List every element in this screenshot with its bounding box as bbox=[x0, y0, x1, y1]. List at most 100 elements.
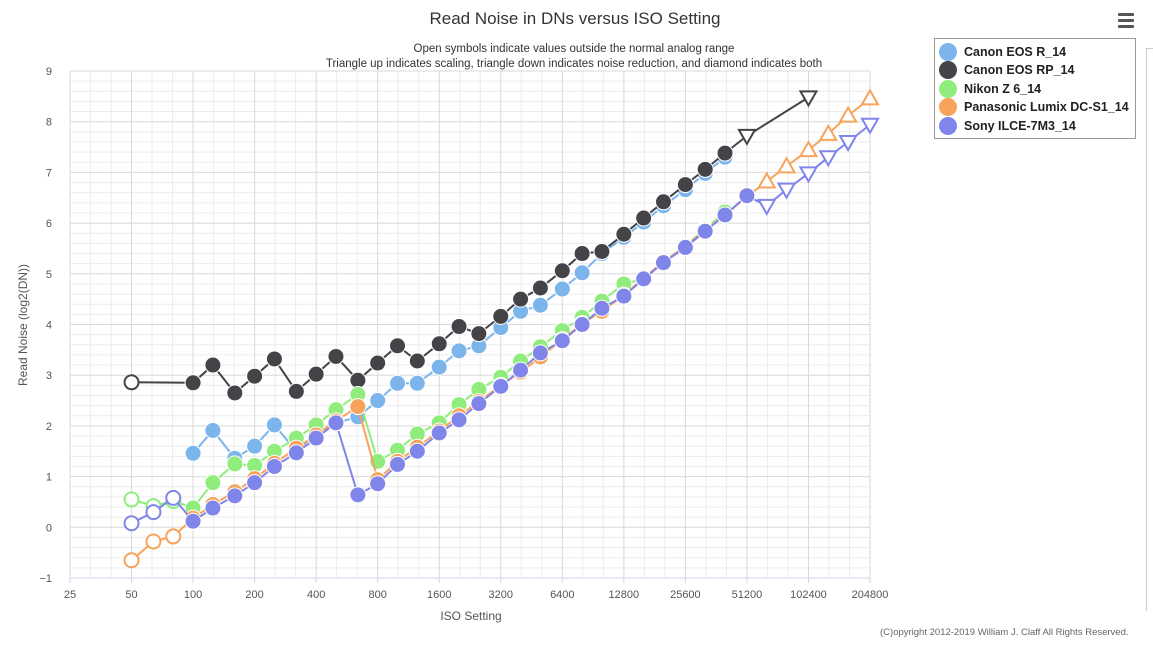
data-point[interactable] bbox=[226, 487, 244, 505]
data-point[interactable] bbox=[246, 437, 264, 455]
data-point[interactable] bbox=[470, 395, 488, 413]
data-point[interactable] bbox=[369, 354, 387, 372]
data-point[interactable] bbox=[349, 371, 367, 389]
data-point[interactable] bbox=[327, 414, 345, 432]
data-point[interactable] bbox=[408, 442, 426, 460]
data-point-triangle-down[interactable] bbox=[737, 128, 757, 146]
data-point[interactable] bbox=[408, 374, 426, 392]
data-point[interactable] bbox=[573, 264, 591, 282]
data-point[interactable] bbox=[265, 350, 283, 368]
data-point[interactable] bbox=[226, 384, 244, 402]
data-point[interactable] bbox=[430, 358, 448, 376]
data-point[interactable] bbox=[184, 512, 202, 530]
data-point[interactable] bbox=[204, 474, 222, 492]
data-point-triangle-up[interactable] bbox=[838, 105, 858, 123]
data-point-open[interactable] bbox=[165, 528, 182, 545]
data-point-open[interactable] bbox=[123, 491, 140, 508]
data-point[interactable] bbox=[408, 352, 426, 370]
data-point[interactable] bbox=[716, 144, 734, 162]
data-point[interactable] bbox=[204, 356, 222, 374]
legend-item[interactable]: Canon EOS RP_14 bbox=[939, 61, 1074, 80]
data-point[interactable] bbox=[389, 374, 407, 392]
legend-label: Nikon Z 6_14 bbox=[964, 81, 1042, 96]
legend-item[interactable]: Panasonic Lumix DC-S1_14 bbox=[939, 98, 1129, 117]
data-point-triangle-down[interactable] bbox=[776, 182, 797, 200]
data-point[interactable] bbox=[492, 377, 510, 395]
data-point[interactable] bbox=[615, 287, 633, 305]
data-point-triangle-down[interactable] bbox=[798, 166, 819, 184]
legend-item[interactable]: Nikon Z 6_14 bbox=[939, 79, 1042, 98]
data-point[interactable] bbox=[512, 290, 530, 308]
data-point-open[interactable] bbox=[123, 515, 140, 532]
data-point-triangle-down[interactable] bbox=[838, 134, 858, 152]
data-point-open[interactable] bbox=[123, 552, 140, 569]
data-point[interactable] bbox=[553, 280, 571, 298]
y-tick-label: 2 bbox=[46, 421, 52, 433]
data-point[interactable] bbox=[349, 398, 367, 416]
data-point[interactable] bbox=[654, 254, 672, 272]
data-point[interactable] bbox=[531, 296, 549, 314]
data-point[interactable] bbox=[593, 242, 611, 260]
data-point-triangle-up[interactable] bbox=[860, 88, 880, 106]
legend-item[interactable]: Canon EOS R_14 bbox=[939, 43, 1066, 61]
data-point[interactable] bbox=[696, 160, 714, 178]
data-point[interactable] bbox=[389, 455, 407, 473]
data-point[interactable] bbox=[204, 499, 222, 517]
data-point[interactable] bbox=[184, 374, 202, 392]
data-point[interactable] bbox=[615, 225, 633, 243]
data-point[interactable] bbox=[512, 361, 530, 379]
data-point[interactable] bbox=[204, 421, 222, 439]
data-point[interactable] bbox=[654, 193, 672, 211]
legend-item[interactable]: Sony ILCE-7M3_14 bbox=[939, 116, 1076, 135]
data-point-triangle-down[interactable] bbox=[757, 198, 777, 216]
data-point[interactable] bbox=[738, 187, 756, 205]
data-point[interactable] bbox=[450, 318, 468, 336]
data-point[interactable] bbox=[287, 444, 305, 462]
data-point[interactable] bbox=[430, 335, 448, 353]
data-point[interactable] bbox=[470, 325, 488, 343]
data-point-open[interactable] bbox=[123, 374, 140, 391]
data-point[interactable] bbox=[635, 270, 653, 288]
data-point[interactable] bbox=[450, 342, 468, 360]
data-point-open[interactable] bbox=[145, 504, 162, 521]
data-point[interactable] bbox=[246, 367, 264, 385]
data-point[interactable] bbox=[349, 486, 367, 504]
data-point[interactable] bbox=[553, 332, 571, 350]
data-point-triangle-up[interactable] bbox=[757, 171, 777, 189]
data-point[interactable] bbox=[676, 176, 694, 194]
data-point[interactable] bbox=[635, 209, 653, 227]
data-point-triangle-down[interactable] bbox=[798, 90, 819, 108]
data-point-triangle-up[interactable] bbox=[798, 140, 819, 158]
data-point[interactable] bbox=[553, 262, 571, 280]
data-point[interactable] bbox=[492, 307, 510, 325]
data-point[interactable] bbox=[430, 424, 448, 442]
data-point[interactable] bbox=[696, 222, 714, 240]
data-point[interactable] bbox=[369, 475, 387, 493]
data-point[interactable] bbox=[307, 429, 325, 447]
data-point[interactable] bbox=[184, 444, 202, 462]
data-point[interactable] bbox=[450, 411, 468, 429]
data-point-open[interactable] bbox=[165, 489, 182, 506]
data-point-open[interactable] bbox=[145, 533, 162, 550]
data-point[interactable] bbox=[573, 245, 591, 263]
data-point[interactable] bbox=[265, 416, 283, 434]
data-point[interactable] bbox=[246, 474, 264, 492]
data-point-triangle-up[interactable] bbox=[818, 123, 838, 141]
data-point[interactable] bbox=[369, 392, 387, 410]
data-point-triangle-down[interactable] bbox=[818, 150, 838, 168]
data-point[interactable] bbox=[307, 365, 325, 383]
data-point[interactable] bbox=[573, 316, 591, 333]
data-point[interactable] bbox=[716, 206, 734, 224]
data-point-triangle-down[interactable] bbox=[860, 117, 880, 135]
data-point[interactable] bbox=[287, 382, 305, 400]
data-point[interactable] bbox=[389, 337, 407, 355]
data-point[interactable] bbox=[327, 347, 345, 365]
chart-menu-button[interactable] bbox=[1114, 10, 1138, 32]
data-point[interactable] bbox=[676, 238, 694, 256]
data-point[interactable] bbox=[265, 457, 283, 475]
data-point[interactable] bbox=[531, 344, 549, 362]
data-point[interactable] bbox=[531, 279, 549, 297]
data-point[interactable] bbox=[226, 455, 244, 473]
data-point[interactable] bbox=[593, 299, 611, 317]
data-point-triangle-up[interactable] bbox=[776, 156, 797, 174]
